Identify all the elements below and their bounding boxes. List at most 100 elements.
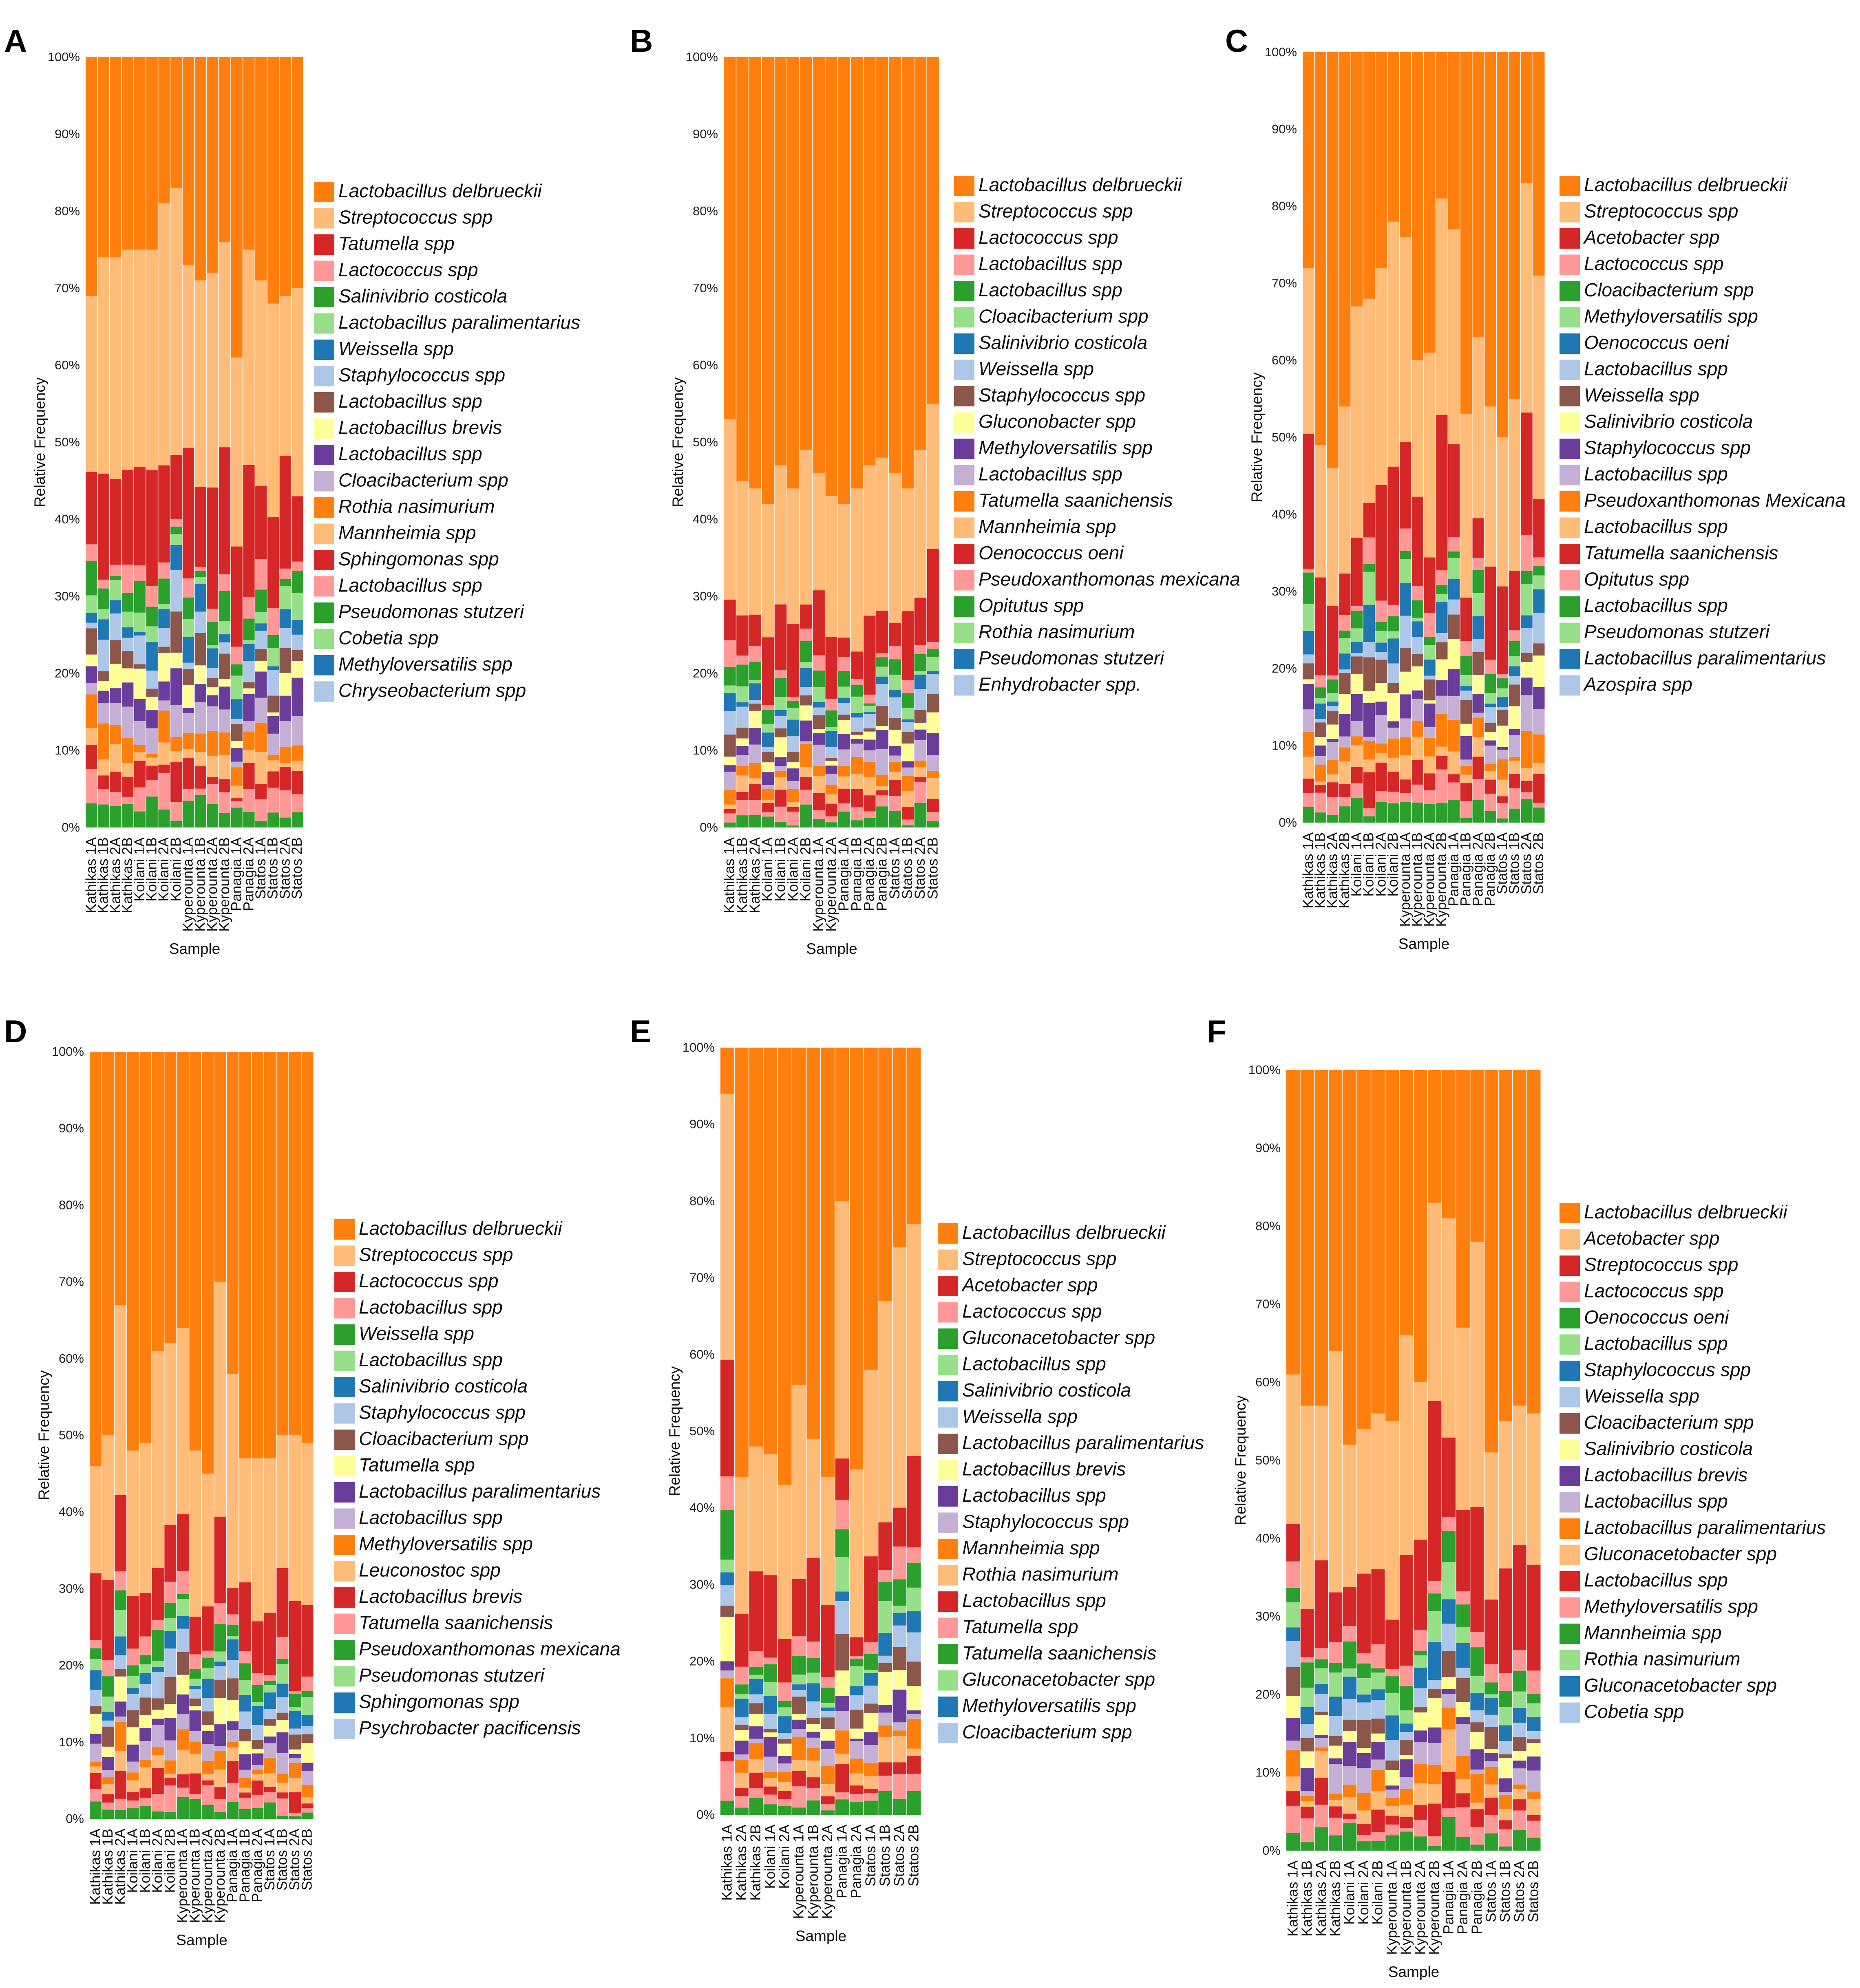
bar-segment [1497, 818, 1509, 823]
bar-segment [1470, 1749, 1484, 1770]
bar-segment [276, 1664, 289, 1684]
x-tick-label: Statos 2B [1526, 1860, 1542, 1922]
bar-segment [724, 809, 736, 814]
bar-segment [825, 794, 838, 804]
bar-segment [1527, 1820, 1541, 1838]
bar-segment [849, 1741, 864, 1759]
x-tick-label: Koilani 1B [772, 837, 788, 902]
bar-segment-top [1399, 1070, 1413, 1336]
bar-segment [720, 1670, 734, 1679]
bar-segment [86, 694, 97, 728]
bar-segment [127, 1676, 139, 1688]
bar-segment [864, 1800, 878, 1815]
x-tick-label: Kyperounta 1A [1397, 832, 1413, 927]
x-tick-label: Koilani 2B [168, 837, 184, 902]
bar-segment [1470, 1803, 1484, 1809]
bar-segment [1424, 790, 1436, 804]
bar-segment [1521, 584, 1533, 616]
bar-segment [850, 739, 863, 744]
bar-segment [146, 710, 158, 728]
legend-swatch [954, 517, 974, 538]
bar-segment [1327, 774, 1339, 783]
bar-segment [1498, 1690, 1513, 1708]
legend-swatch [938, 1565, 958, 1586]
legend-swatch [1560, 307, 1580, 328]
bar-segment [735, 1730, 749, 1741]
bar-segment [301, 1677, 314, 1691]
bar-segment [152, 1794, 164, 1811]
bar-segment [849, 1686, 864, 1695]
bar-segment [876, 706, 888, 726]
bar-segment [239, 1651, 251, 1664]
bar-segment [1533, 655, 1545, 687]
bar-segment [800, 777, 812, 790]
bar-segment [1400, 737, 1412, 756]
bar-segment [892, 1625, 907, 1647]
y-tick-label: 70% [693, 281, 718, 295]
x-tick-label: Koilani 2A [785, 837, 801, 901]
bar-segment [863, 714, 876, 728]
bar-segment [139, 1697, 152, 1715]
bar-segment [876, 611, 888, 654]
bar-segment [279, 579, 291, 586]
bar-segment [102, 1777, 114, 1784]
bar-segment [1456, 1643, 1470, 1668]
bar-segment [838, 697, 850, 703]
bar-segment [177, 1571, 189, 1594]
bar-segment [849, 1656, 864, 1659]
bar-segment [1371, 1741, 1385, 1760]
bar-segment [1442, 1694, 1456, 1708]
bar-segment [177, 1593, 189, 1599]
bar-segment [1414, 1707, 1427, 1713]
bar-segment [749, 614, 762, 646]
bar-segment [207, 678, 219, 688]
bar-segment [127, 1727, 139, 1745]
bar-segment [889, 762, 901, 772]
bar-segment [907, 1611, 921, 1633]
bar-segment [231, 741, 243, 748]
bar-segment [1470, 1676, 1484, 1693]
bar-segment [1428, 1743, 1442, 1765]
legend-swatch [954, 254, 974, 275]
bar-segment [164, 1582, 177, 1603]
legend-entry: Azospira spp [1583, 674, 1692, 695]
bar-segment [1329, 1592, 1343, 1642]
legend-entry: Staphylococcus spp [359, 1402, 526, 1423]
bar-segment [821, 1703, 835, 1708]
bar-segment [164, 1343, 177, 1525]
y-tick-label: 10% [59, 1735, 84, 1749]
bar-segment [762, 724, 774, 733]
bar-segment [1343, 1668, 1357, 1677]
bar-segment [1428, 1727, 1442, 1743]
bar-segment [134, 811, 146, 827]
bar-segment [849, 1739, 864, 1741]
bar-segment [1351, 767, 1363, 783]
bar-segment [127, 1800, 139, 1809]
bar-segment [720, 1605, 734, 1617]
bar-segment [736, 738, 749, 746]
bar-segment [892, 1798, 907, 1815]
bar-segment [97, 703, 109, 724]
bar-segment [1472, 337, 1484, 519]
bar-segment [102, 1580, 114, 1660]
bar-segment [139, 1636, 152, 1655]
bar-segment [835, 1696, 849, 1711]
bar-segment-top [127, 1052, 139, 1451]
bar-segment [927, 755, 939, 771]
bar-segment [152, 1725, 164, 1747]
y-tick-label: 0% [696, 1807, 715, 1822]
bar-segment [821, 1796, 835, 1804]
legend-swatch [314, 260, 334, 281]
bar-segment [825, 710, 838, 727]
bar-segment [1412, 699, 1423, 721]
bar-segment [821, 1688, 835, 1703]
bar-segment [255, 485, 267, 559]
bar-segment [850, 732, 863, 735]
bar-segment [1448, 782, 1460, 800]
legend-entry: Streptococcus spp [359, 1244, 513, 1265]
bar-segment [835, 1799, 849, 1815]
bar-segment [276, 1816, 289, 1819]
x-tick-label: Statos 2A [1511, 1860, 1527, 1922]
bar-segment [1385, 1620, 1399, 1670]
bar-segment-top [227, 1052, 239, 1374]
